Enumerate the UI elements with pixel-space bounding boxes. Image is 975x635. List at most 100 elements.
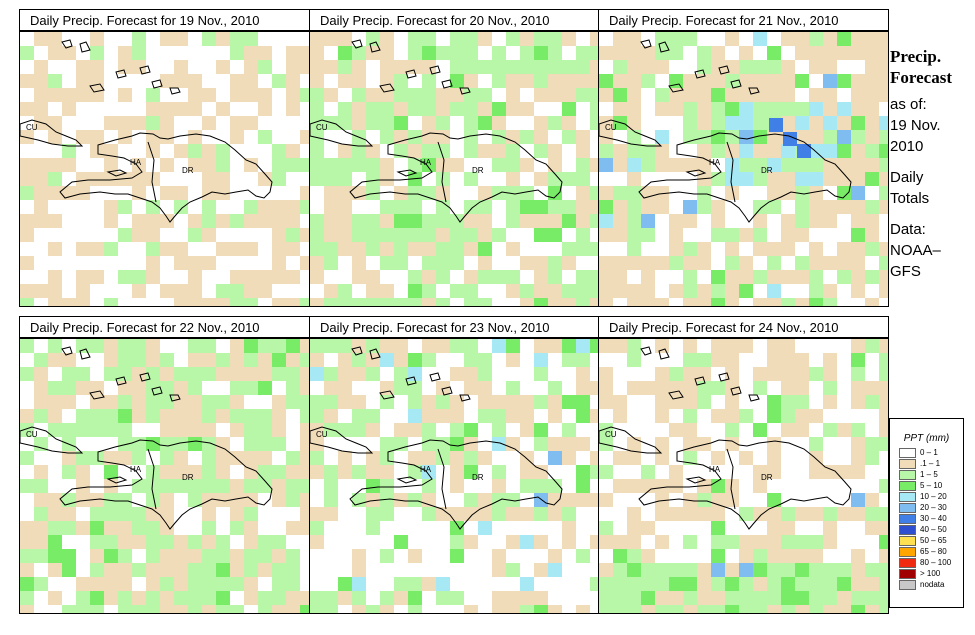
precip-cell [590, 88, 599, 102]
precip-cell [436, 228, 450, 242]
map-label-ha: HA [130, 465, 142, 474]
precip-cell [851, 284, 865, 298]
precip-cell [492, 409, 506, 423]
precip-cell [146, 591, 160, 605]
precip-cell [380, 172, 394, 186]
precip-cell [781, 214, 795, 228]
precip-cell [725, 116, 739, 130]
coastline-hispaniola [638, 132, 852, 223]
precip-cell [627, 437, 641, 451]
precip-cell [380, 60, 394, 74]
precip-cell [865, 60, 879, 74]
precip-cell [394, 423, 408, 437]
precip-cell [576, 549, 590, 563]
precip-cell [422, 102, 436, 116]
precip-cell [753, 507, 767, 521]
legend-label: 50 – 65 [920, 536, 947, 545]
precip-cell [711, 339, 725, 353]
precip-cell [683, 605, 697, 613]
precip-cell [711, 116, 725, 130]
precip-cell [188, 409, 202, 423]
precip-cell [160, 353, 174, 367]
precip-cell [422, 507, 436, 521]
precip-cell [767, 172, 781, 186]
precip-cell [300, 591, 309, 605]
precip-cell [590, 298, 599, 306]
precip-cell [118, 46, 132, 60]
precip-cell [436, 577, 450, 591]
precip-cell [599, 577, 613, 591]
border-line [147, 141, 157, 203]
precip-cell [48, 395, 62, 409]
precip-cell [338, 74, 352, 88]
precip-cell [613, 144, 627, 158]
coastline-island [139, 65, 151, 75]
precip-cell [520, 214, 534, 228]
precip-cell [34, 214, 48, 228]
precip-cell [310, 32, 324, 46]
precip-cell [823, 591, 837, 605]
coastline-island [658, 348, 670, 360]
precip-cell [548, 298, 562, 306]
precip-cell [422, 116, 436, 130]
precip-cell [422, 284, 436, 298]
precip-cell [422, 88, 436, 102]
precip-cell [90, 507, 104, 521]
precip-cell [683, 591, 697, 605]
precip-cell [20, 521, 34, 535]
precip-cell [641, 200, 655, 214]
map-label-dr: DR [761, 166, 773, 175]
precip-cell [576, 409, 590, 423]
precip-cell [188, 158, 202, 172]
precip-cell [104, 549, 118, 563]
precip-cell [627, 549, 641, 563]
precip-cell [599, 144, 613, 158]
precip-cell [338, 284, 352, 298]
precip-cell [160, 116, 174, 130]
precip-cell [188, 437, 202, 451]
precip-cell [739, 130, 753, 144]
precip-cell [478, 493, 492, 507]
precip-cell [160, 214, 174, 228]
precip-cell [352, 353, 366, 367]
precip-cell [781, 577, 795, 591]
precip-cell [174, 605, 188, 613]
precip-cell [781, 381, 795, 395]
precip-cell [823, 32, 837, 46]
precip-cell [837, 563, 851, 577]
coastline-island [115, 376, 127, 386]
precip-cell [352, 46, 366, 60]
precip-cell [310, 102, 324, 116]
precip-cell [146, 270, 160, 284]
precip-cell [837, 186, 851, 200]
precip-cell [450, 409, 464, 423]
precip-cell [683, 270, 697, 284]
precip-cell [48, 284, 62, 298]
precip-cell [506, 88, 520, 102]
precip-cell [188, 339, 202, 353]
precip-cell [118, 88, 132, 102]
precip-cell [324, 381, 338, 395]
precip-cell [851, 74, 865, 88]
precip-cell [823, 367, 837, 381]
precip-cell [823, 577, 837, 591]
precip-cell [534, 228, 548, 242]
precip-cell [851, 549, 865, 563]
precip-cell [230, 367, 244, 381]
precip-cell [174, 591, 188, 605]
precip-cell [576, 88, 590, 102]
precip-cell [506, 409, 520, 423]
precip-cell [90, 563, 104, 577]
coastline-island [694, 69, 706, 79]
precip-cell [781, 102, 795, 116]
precip-cell [132, 158, 146, 172]
precip-cell [809, 577, 823, 591]
precip-cell [174, 535, 188, 549]
precip-cell [865, 493, 879, 507]
precip-cell [160, 395, 174, 409]
precip-cell [590, 32, 599, 46]
precip-cell [132, 409, 146, 423]
coastline-island [718, 372, 730, 382]
legend-item: 40 – 50 [899, 524, 963, 535]
precip-cell [34, 172, 48, 186]
